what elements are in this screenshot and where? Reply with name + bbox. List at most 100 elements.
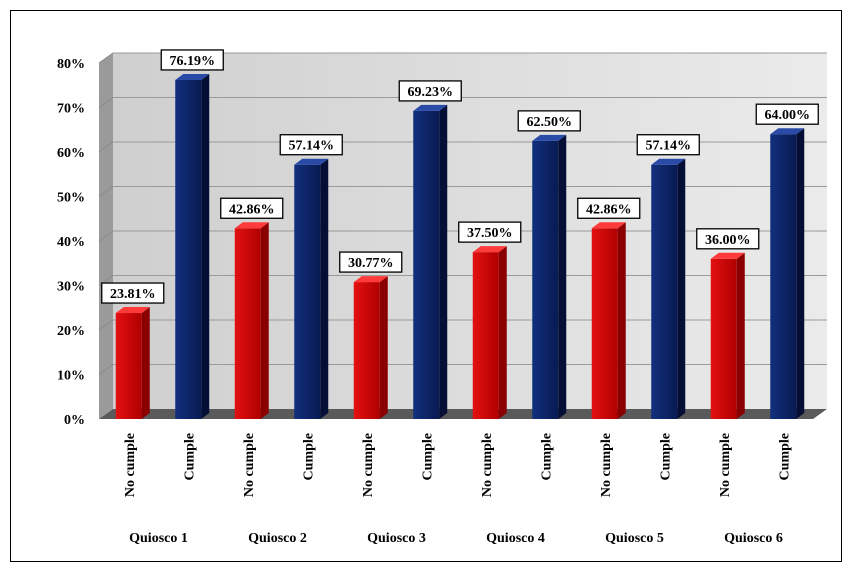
- bar: [532, 134, 567, 419]
- bar: [770, 128, 805, 419]
- data-label: 42.86%: [229, 202, 275, 217]
- data-label: 64.00%: [765, 108, 811, 123]
- bar-top: [591, 222, 626, 229]
- bar-side: [558, 134, 567, 419]
- x-group-label: Quiosco 5: [605, 531, 664, 546]
- bar-side: [617, 222, 626, 419]
- gridline-side: [98, 186, 114, 197]
- x-category-label: No cumple: [242, 433, 257, 497]
- x-category-label: No cumple: [718, 433, 733, 497]
- x-category-label: Cumple: [539, 433, 554, 480]
- bar-side: [498, 246, 507, 419]
- bar: [413, 104, 448, 419]
- bar-front: [770, 134, 797, 419]
- bar-top: [651, 158, 686, 165]
- bar-top: [115, 307, 150, 314]
- x-category-label: No cumple: [361, 433, 376, 497]
- x-group-label: Quiosco 6: [724, 531, 783, 546]
- bar-front: [472, 252, 499, 419]
- bar-top: [770, 128, 805, 135]
- x-group-label: Quiosco 1: [129, 531, 188, 546]
- bar-side: [379, 276, 388, 419]
- y-tick-label: 40%: [57, 235, 85, 250]
- data-label: 36.00%: [705, 233, 751, 248]
- data-label-box: [339, 251, 403, 273]
- gridline-side: [98, 319, 114, 331]
- bar-side: [796, 128, 805, 419]
- bar-front: [353, 282, 380, 419]
- bar-front: [591, 228, 618, 419]
- bar-side: [439, 104, 448, 419]
- x-category-label: Cumple: [420, 433, 435, 480]
- data-label: 30.77%: [348, 256, 394, 271]
- bar-top: [710, 252, 745, 259]
- x-category-label: No cumple: [480, 433, 495, 497]
- data-label: 37.50%: [467, 226, 513, 241]
- data-label: 57.14%: [646, 139, 692, 154]
- data-label-box: [577, 197, 641, 219]
- data-label: 69.23%: [408, 85, 454, 100]
- bars-layer: [115, 73, 805, 420]
- bar-chart: 0% 10% 20% 30% 40% 50% 60% 70% 80% 23.81% No cumpl…: [57, 49, 827, 546]
- x-category-label: Cumple: [182, 433, 197, 480]
- gridline-side: [98, 364, 114, 375]
- chart-frame: 0% 10% 20% 30% 40% 50% 60% 70% 80% 23.81% No cumpl…: [10, 10, 842, 562]
- y-tick-label: 10%: [57, 369, 85, 384]
- bar: [472, 246, 507, 419]
- bar: [294, 158, 329, 420]
- y-tick-label: 20%: [57, 324, 85, 339]
- x-category-label: No cumple: [123, 433, 138, 497]
- bar-side: [201, 73, 210, 419]
- gridline-side: [98, 97, 114, 108]
- bar: [651, 158, 686, 420]
- x-category-label: Cumple: [658, 433, 673, 480]
- data-label: 23.81%: [110, 287, 156, 302]
- data-label-box: [220, 197, 284, 219]
- bar-front: [651, 164, 678, 419]
- bar-side: [736, 252, 745, 419]
- data-label: 62.50%: [527, 115, 573, 130]
- gridline-side: [98, 230, 114, 242]
- y-tick-label: 50%: [57, 191, 85, 206]
- bar: [234, 222, 269, 419]
- y-tick-label: 60%: [57, 146, 85, 161]
- data-label-box: [696, 228, 760, 250]
- data-label-box: [279, 134, 343, 156]
- bar-side: [320, 158, 329, 420]
- bar-side: [260, 222, 269, 419]
- bar-top: [294, 158, 329, 165]
- bar-front: [175, 79, 202, 419]
- bar: [175, 73, 210, 419]
- labels-layer: 0% 10% 20% 30% 40% 50% 60% 70% 80% 23.81% No cumpl…: [57, 49, 819, 546]
- y-tick-label: 80%: [57, 57, 85, 72]
- gridline-side: [98, 52, 114, 64]
- floor: [99, 409, 827, 419]
- data-label-box: [755, 103, 819, 125]
- bar: [591, 222, 626, 419]
- bar-top: [413, 104, 448, 111]
- bar-top: [472, 246, 507, 253]
- bar-front: [294, 164, 321, 419]
- bar-front: [115, 313, 142, 419]
- data-label-box: [101, 282, 165, 304]
- bar: [710, 252, 745, 419]
- bar-front: [710, 258, 737, 419]
- data-label-box: [160, 49, 224, 71]
- data-label-box: [458, 221, 522, 243]
- bar-front: [234, 228, 261, 419]
- data-label-box: [398, 80, 462, 102]
- gridline-side: [98, 141, 114, 153]
- x-group-label: Quiosco 2: [248, 531, 307, 546]
- bar-side: [141, 307, 150, 419]
- data-label: 42.86%: [586, 202, 632, 217]
- y-tick-label: 70%: [57, 102, 85, 117]
- bar-front: [413, 110, 440, 419]
- bar-top: [234, 222, 269, 229]
- y-tick-label: 0%: [64, 413, 85, 428]
- bar-top: [353, 276, 388, 283]
- bar-side: [677, 158, 686, 420]
- x-group-label: Quiosco 3: [367, 531, 426, 546]
- x-category-label: Cumple: [301, 433, 316, 480]
- data-label: 76.19%: [170, 54, 216, 69]
- bar-front: [532, 140, 559, 419]
